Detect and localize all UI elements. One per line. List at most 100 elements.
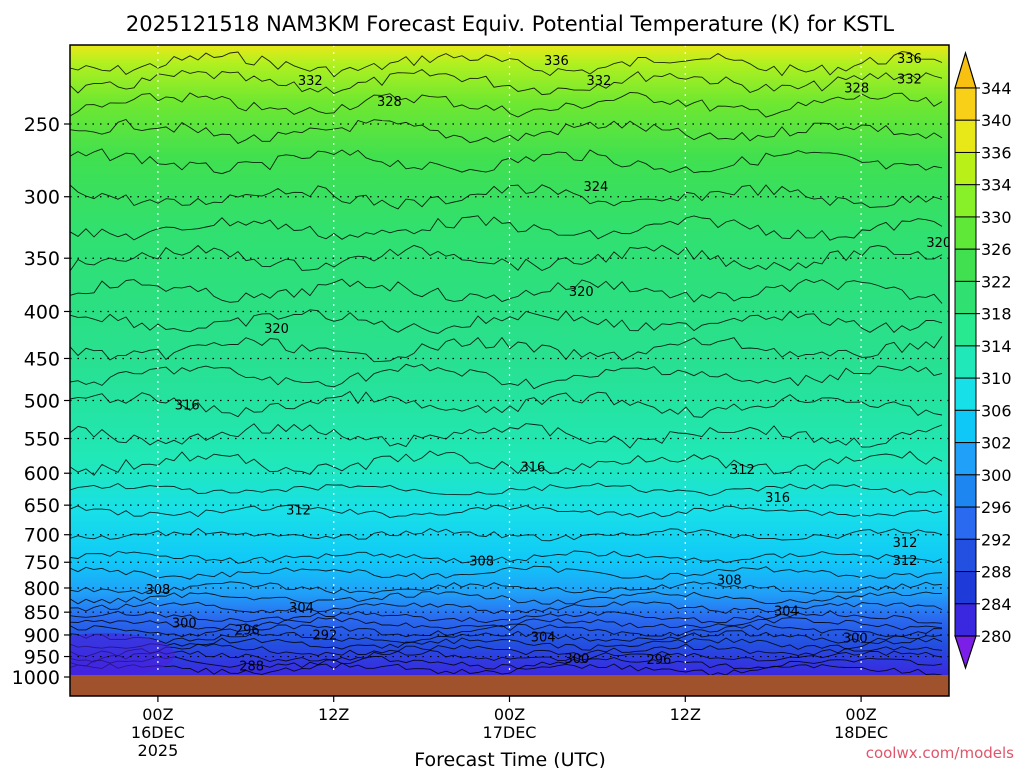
colorbar-tick-label: 344 — [981, 79, 1012, 98]
colorbar-tick-label: 336 — [981, 143, 1012, 162]
contour-label: 312 — [286, 503, 311, 518]
colorbar-tick-label: 314 — [981, 337, 1012, 356]
contour-label: 312 — [893, 554, 918, 569]
colorbar-tick-label: 280 — [981, 627, 1012, 646]
colorbar-swatch — [954, 345, 977, 379]
contour-line — [70, 581, 943, 595]
colorbar-swatch — [954, 442, 977, 476]
colorbar-swatch — [954, 119, 977, 153]
contour-line — [70, 504, 943, 519]
contour-line — [70, 656, 943, 670]
contour-label: 316 — [175, 398, 200, 413]
y-tick-label: 500 — [24, 391, 60, 413]
y-tick-label: 1000 — [12, 667, 60, 689]
colorbar-swatch — [954, 248, 977, 282]
colorbar-swatch — [954, 571, 977, 605]
contour-line — [70, 610, 943, 624]
contour-label: 304 — [774, 604, 799, 619]
contour-line — [70, 601, 943, 614]
contour-line — [70, 650, 943, 663]
contour-label: 312 — [730, 463, 755, 478]
y-tick-label: 450 — [24, 348, 60, 370]
colorbar-swatch — [954, 538, 977, 573]
contour-label: 316 — [765, 491, 790, 506]
colorbar-swatch — [954, 313, 977, 347]
colorbar-tick-label: 334 — [981, 176, 1012, 195]
colorbar-swatch — [954, 474, 977, 508]
colorbar-tick-label: 306 — [981, 401, 1012, 420]
contour-label: 320 — [264, 322, 289, 337]
contour-line — [70, 309, 943, 334]
contour-label: 320 — [926, 236, 951, 251]
colorbar-tick-label: 302 — [981, 434, 1012, 453]
y-axis: 2503003504004505005506006507007508008509… — [12, 114, 70, 689]
contour-line — [70, 244, 943, 272]
x-tick-label: 12Z — [670, 705, 701, 724]
contour-label: 336 — [897, 52, 922, 67]
contour-label: 288 — [239, 659, 264, 674]
contour-label: 300 — [564, 652, 589, 667]
colorbar-swatch — [954, 216, 977, 250]
x-tick-label: 18DEC — [834, 723, 888, 742]
colorbar-swatch — [954, 377, 977, 411]
contour-label: 332 — [298, 74, 323, 89]
contour-line — [70, 390, 943, 418]
contour-label: 324 — [584, 180, 609, 195]
y-tick-label: 350 — [24, 248, 60, 270]
contour-line — [70, 630, 943, 644]
colorbar-tick-label: 284 — [981, 595, 1012, 614]
ground-surface — [70, 675, 949, 696]
contour-label: 292 — [312, 629, 337, 644]
contour-line — [70, 148, 943, 175]
contour-line — [70, 617, 943, 631]
contour-lines — [70, 51, 943, 677]
contour-label: 312 — [893, 536, 918, 551]
x-tick-label: 12Z — [318, 705, 349, 724]
x-tick-label: 00Z — [142, 705, 173, 724]
contour-line — [70, 184, 943, 210]
contour-label: 336 — [544, 54, 569, 69]
contour-label: 332 — [897, 72, 922, 87]
y-tick-label: 300 — [24, 187, 60, 209]
contour-line — [70, 215, 943, 241]
contour-line — [70, 482, 943, 497]
colorbar-tick-label: 326 — [981, 240, 1012, 259]
contour-line — [70, 68, 943, 96]
colorbar-swatch — [954, 603, 977, 637]
contour-label: 300 — [843, 632, 868, 647]
plot-area: 336 336 332 332 332 328 328 324 320 320 320 316 316 3… — [70, 45, 951, 696]
contour-line — [70, 278, 943, 304]
contour-line — [70, 51, 943, 78]
colorbar-swatch — [954, 409, 977, 444]
colorbar-swatch — [954, 151, 977, 186]
contour-line — [70, 662, 943, 677]
y-tick-label: 600 — [24, 463, 60, 485]
contour-label: 308 — [717, 573, 742, 588]
x-tick-label: 00Z — [845, 705, 876, 724]
contour-label: 328 — [377, 95, 402, 110]
colorbar-swatch — [954, 50, 977, 89]
x-tick-label: 2025 — [138, 741, 179, 760]
contour-line — [70, 591, 942, 605]
contour-label: 300 — [172, 616, 197, 631]
contour-line — [70, 550, 943, 564]
x-tick-label: 17DEC — [483, 723, 537, 742]
y-tick-label: 750 — [24, 552, 60, 574]
credit-text: coolwx.com/models — [866, 744, 1014, 762]
y-tick-label: 400 — [24, 301, 60, 323]
colorbar-tick-label: 288 — [981, 563, 1012, 582]
contour-label: 308 — [145, 583, 170, 598]
y-tick-label: 550 — [24, 429, 60, 451]
contour-label: 308 — [469, 555, 494, 570]
chart-title: 2025121518 NAM3KM Forecast Equiv. Potent… — [126, 12, 895, 36]
contour-label: 332 — [586, 74, 611, 89]
contour-line — [70, 118, 943, 144]
colorbar-tick-label: 310 — [981, 369, 1012, 388]
y-tick-label: 700 — [24, 525, 60, 547]
colorbar-tick-label: 300 — [981, 466, 1012, 485]
colorbar-tick-label: 292 — [981, 530, 1012, 549]
contour-label: 320 — [569, 285, 594, 300]
contour-label: 328 — [844, 81, 869, 96]
contour-line — [70, 423, 943, 449]
